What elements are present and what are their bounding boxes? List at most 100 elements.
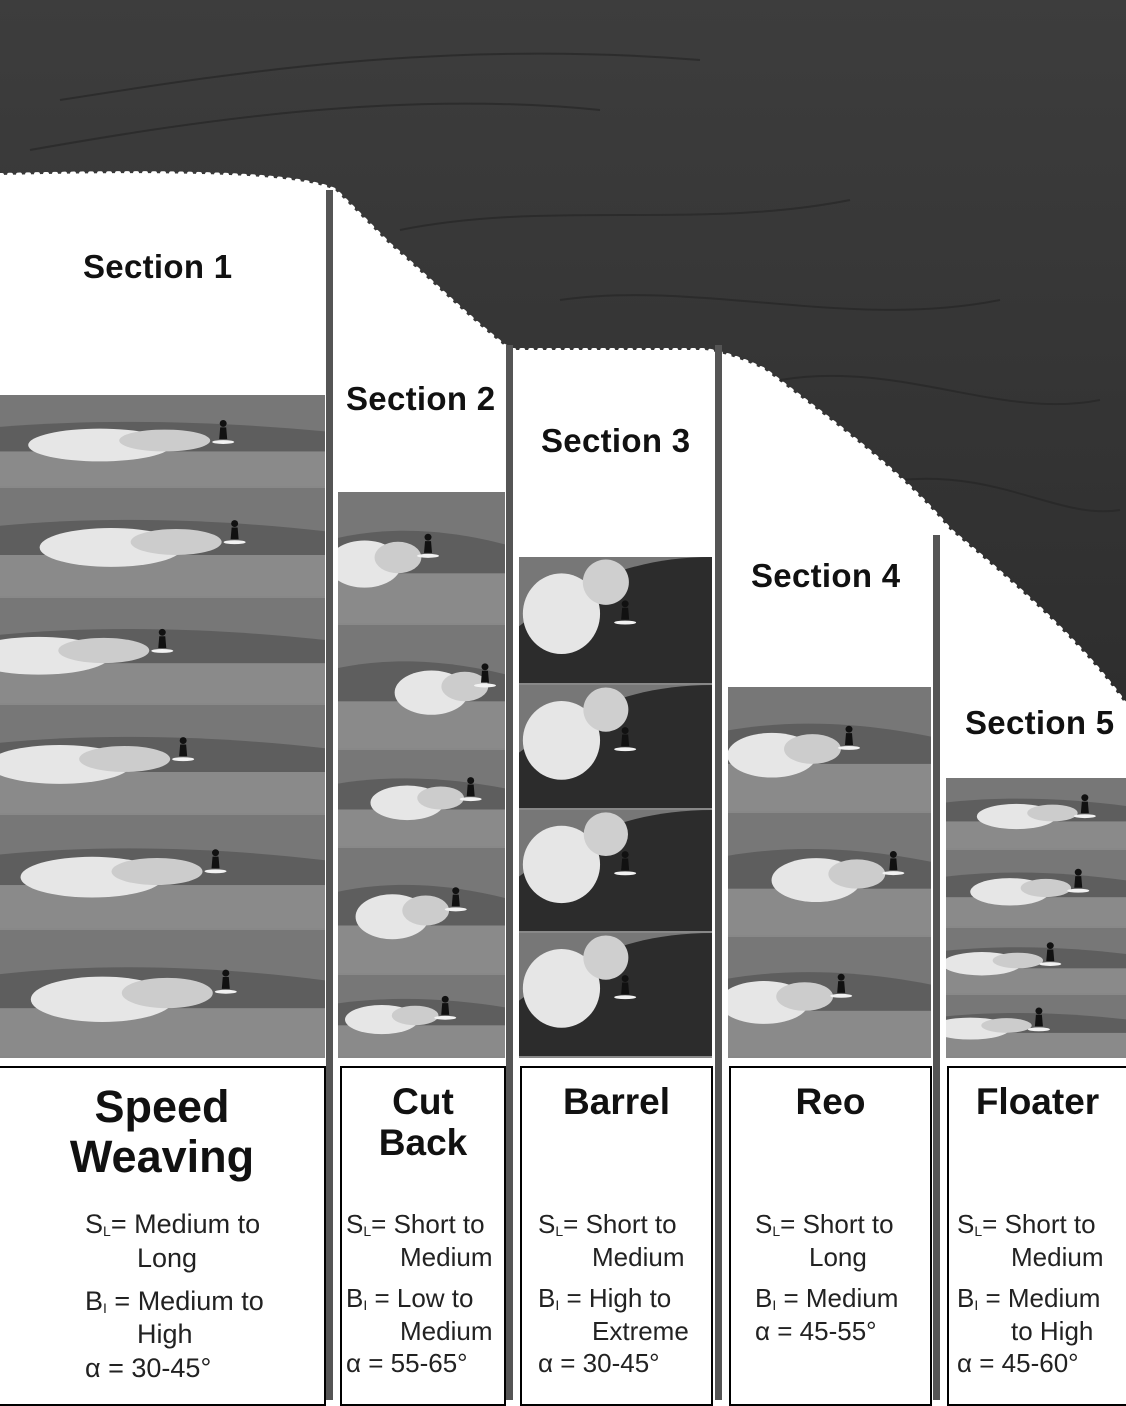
maneuver-box-3: Barrel SL= Short to Medium BI = High to … [520, 1066, 713, 1406]
surf-photo-frame [728, 813, 931, 937]
alpha-value: 30-45° [582, 1348, 660, 1378]
alpha-param: α = 55-65° [346, 1348, 468, 1378]
sl-subscript: L [772, 1223, 781, 1239]
surf-photo-frame [519, 810, 712, 933]
bi-param: BI = Low to [346, 1283, 474, 1313]
sl-param: SL= Medium to [85, 1209, 261, 1239]
alpha-symbol: α [538, 1348, 554, 1378]
bi-value: Medium [1007, 1283, 1101, 1313]
sl-param-cont: Long [809, 1241, 867, 1272]
alpha-value: 45-60° [1001, 1348, 1079, 1378]
section-3-label: Section 3 [541, 422, 691, 459]
surf-photo-frame [338, 848, 505, 975]
bi-param-cont: Medium [400, 1315, 493, 1346]
sl-param: SL= Short to [346, 1209, 485, 1239]
surf-photo-frame [519, 685, 712, 810]
sl-value: Short to [802, 1209, 894, 1239]
sl-symbol: S [346, 1209, 364, 1239]
maneuver-box-2: Cut Back SL= Short to Medium BI = Low to… [340, 1066, 506, 1406]
surf-photo-frame [946, 995, 1126, 1058]
maneuver-title-line: Weaving [69, 1130, 255, 1182]
bi-subscript: I [974, 1297, 979, 1313]
surf-photo-frame [0, 598, 325, 705]
surf-photo-frame [338, 492, 505, 625]
alpha-param: α = 45-60° [957, 1348, 1079, 1378]
column-divider [715, 345, 722, 1400]
sl-symbol: S [85, 1209, 104, 1239]
sl-symbol: S [755, 1209, 773, 1239]
sl-param: SL= Short to [957, 1209, 1096, 1239]
maneuver-title-line: Speed [94, 1081, 230, 1132]
section-2-label: Section 2 [346, 380, 496, 417]
alpha-param: α = 30-45° [538, 1348, 660, 1378]
bi-value: Low to [396, 1283, 474, 1313]
sl-subscript: L [555, 1223, 564, 1239]
parameters: SL= Medium to Long BI = Medium to High α… [85, 1208, 324, 1386]
sl-param-cont: Medium [592, 1241, 685, 1272]
bi-symbol: B [538, 1283, 556, 1313]
sl-param-cont: Long [137, 1242, 198, 1273]
parameters: SL= Short to Medium BI = High to Extreme… [538, 1208, 711, 1380]
maneuver-title-line: Back [378, 1121, 468, 1163]
column-divider [326, 190, 333, 1400]
surf-photo-frame [946, 928, 1126, 995]
surf-photo-frame [338, 750, 505, 848]
sl-param: SL= Short to [538, 1209, 677, 1239]
maneuver-title-line: Cut [392, 1081, 454, 1122]
sl-value: Short to [393, 1209, 485, 1239]
column-divider [506, 345, 513, 1400]
surf-photo-frame [338, 975, 505, 1058]
section-5-label: Section 5 [965, 704, 1115, 741]
column-divider [933, 535, 940, 1400]
alpha-param: α = 45-55° [755, 1315, 877, 1346]
bi-value: Medium [805, 1283, 899, 1313]
maneuver-title: Floater [949, 1081, 1126, 1123]
bi-subscript: I [363, 1297, 368, 1313]
sl-param: SL= Short to [755, 1209, 894, 1239]
bi-param: BI = Medium [755, 1283, 899, 1313]
parameters: SL= Short to Medium BI = Low to Medium α… [346, 1208, 504, 1380]
maneuver-box-4: Reo SL= Short to Long BI = Medium α = 45… [729, 1066, 932, 1406]
alpha-value: 55-65° [390, 1348, 468, 1378]
sl-symbol: S [538, 1209, 556, 1239]
surf-photo-frame [0, 930, 325, 1058]
bi-param: BI = Medium to [85, 1285, 264, 1316]
sl-symbol: S [957, 1209, 975, 1239]
sl-param-cont: Medium [400, 1241, 493, 1272]
sl-subscript: L [103, 1223, 111, 1239]
surf-photo-frame [0, 815, 325, 930]
bi-symbol: B [755, 1283, 773, 1313]
alpha-value: 45-55° [799, 1315, 877, 1346]
alpha-symbol: α [957, 1348, 973, 1378]
bi-param-cont: High [137, 1319, 193, 1350]
bi-value: Medium to [137, 1285, 264, 1316]
bi-param-cont: Extreme [592, 1315, 689, 1346]
alpha-symbol: α [85, 1353, 101, 1383]
sl-value: Short to [585, 1209, 677, 1239]
section-1-label: Section 1 [83, 248, 233, 285]
bi-symbol: B [957, 1283, 975, 1313]
surf-photo-frame [946, 850, 1126, 928]
surf-photo-frame [0, 395, 325, 488]
maneuver-box-5: Floater SL= Short to Medium BI = Medium … [947, 1066, 1126, 1406]
sl-value: Short to [1004, 1209, 1096, 1239]
alpha-symbol: α [755, 1315, 771, 1346]
bi-subscript: I [103, 1299, 107, 1316]
bi-symbol: B [346, 1283, 364, 1313]
maneuver-title-line: Floater [975, 1081, 1100, 1122]
surf-photo-frame [728, 687, 931, 813]
surf-photo-frame [338, 625, 505, 750]
surf-photo-frame [0, 705, 325, 815]
bi-symbol: B [85, 1285, 104, 1316]
bi-value: High to [588, 1283, 672, 1313]
maneuver-title: Cut Back [342, 1081, 504, 1163]
surf-photo-frame [519, 557, 712, 685]
maneuver-title: Barrel [522, 1081, 711, 1123]
surf-photo-frame [728, 937, 931, 1058]
maneuver-title-line: Barrel [563, 1081, 670, 1122]
sl-value: Medium to [134, 1209, 261, 1239]
maneuver-title: Reo [731, 1081, 930, 1123]
sl-param-cont: Medium [1011, 1241, 1104, 1272]
